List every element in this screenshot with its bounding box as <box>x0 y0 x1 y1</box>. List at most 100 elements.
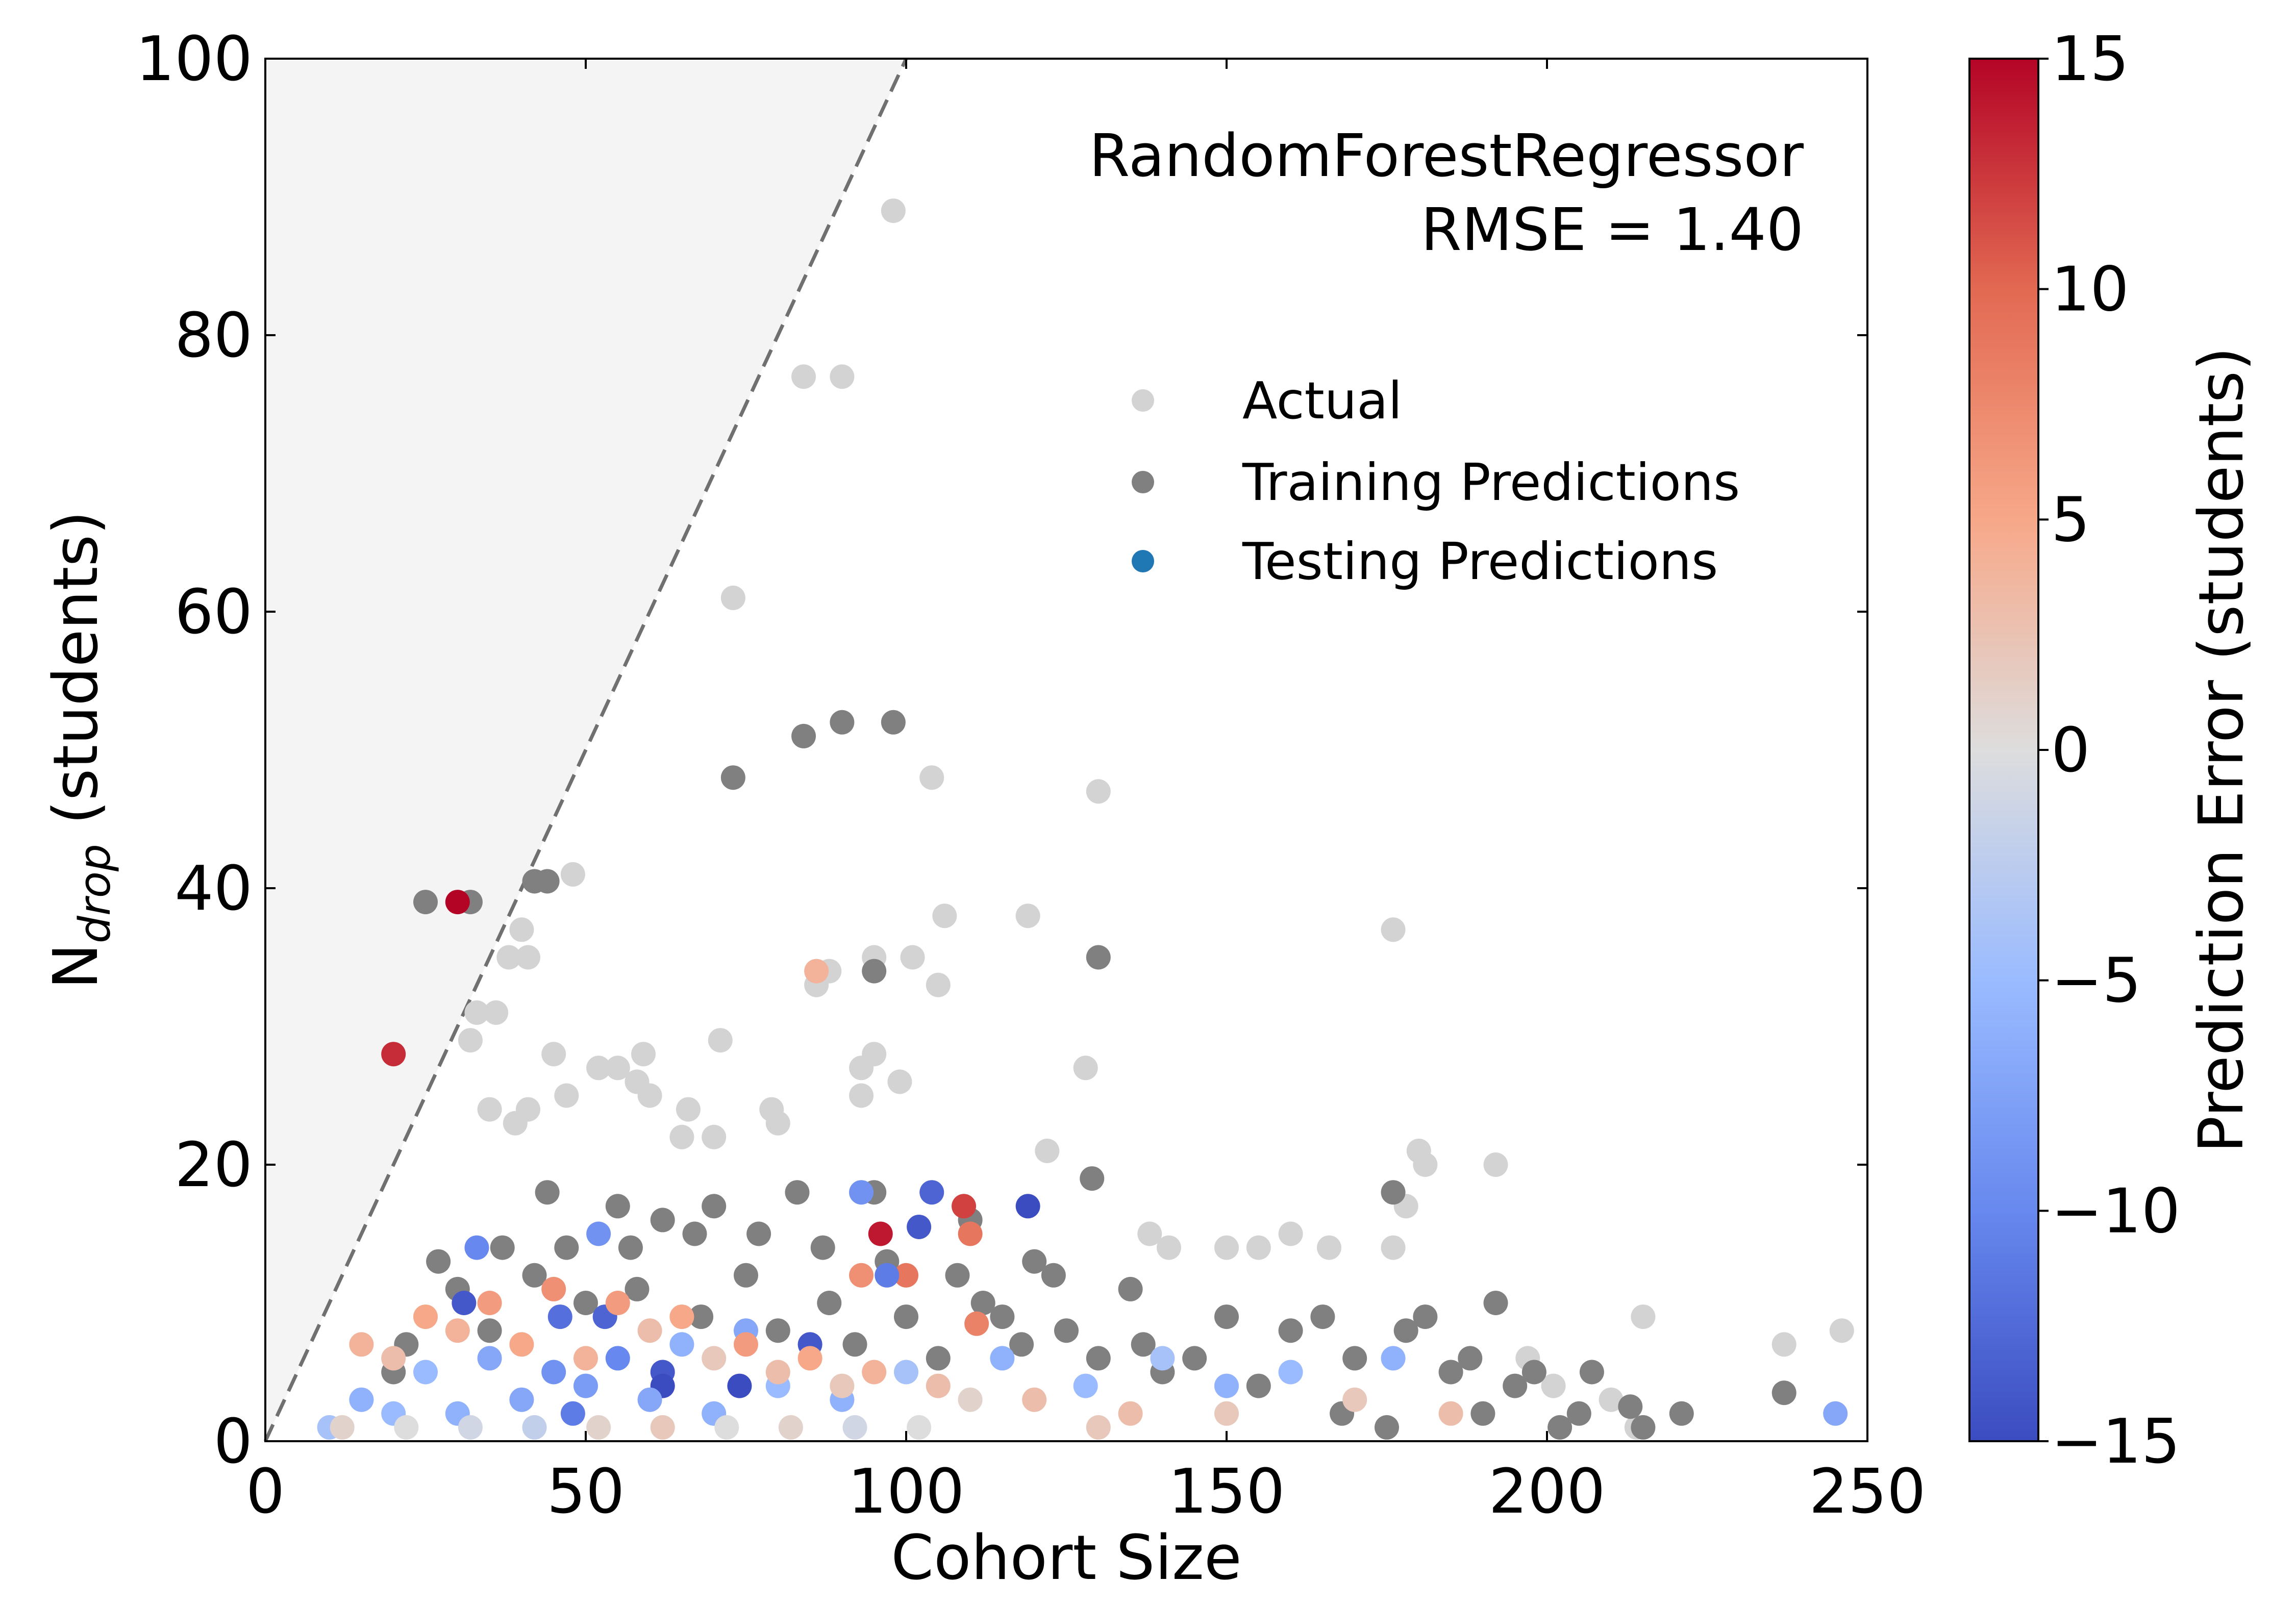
point-training <box>1375 1415 1399 1440</box>
legend-marker-training <box>1132 471 1154 493</box>
y-axis-title-subscript: drop <box>70 844 120 943</box>
legend-marker-actual <box>1132 389 1154 412</box>
point-training <box>1086 945 1111 970</box>
legend-label-actual: Actual <box>1242 371 1402 431</box>
point-testing <box>765 1360 790 1385</box>
point-actual <box>849 1056 874 1081</box>
point-training <box>990 1304 1015 1329</box>
legend-label-training: Training Predictions <box>1242 453 1740 512</box>
point-training <box>720 765 745 790</box>
x-axis-ticks: 0 50 100 150 200 250 <box>246 59 1926 1527</box>
x-tick-label: 50 <box>547 1457 625 1527</box>
point-training <box>413 890 438 915</box>
point-training <box>734 1263 758 1288</box>
point-testing <box>573 1346 598 1371</box>
point-testing <box>1381 1346 1406 1371</box>
legend-label-testing: Testing Predictions <box>1242 532 1718 591</box>
y-tick-label: 40 <box>174 853 253 924</box>
point-training <box>765 1318 790 1343</box>
point-actual <box>586 1056 611 1081</box>
legend: Actual Training Predictions Testing Pred… <box>1132 371 1740 591</box>
point-testing <box>381 1346 406 1371</box>
point-training <box>1618 1394 1643 1419</box>
point-testing <box>797 1346 822 1371</box>
y-tick-label: 20 <box>174 1130 253 1201</box>
point-testing <box>522 1415 547 1440</box>
point-actual <box>605 1056 630 1081</box>
point-actual <box>881 198 906 223</box>
point-actual <box>637 1083 662 1108</box>
point-testing <box>842 1415 867 1440</box>
point-actual <box>509 917 534 942</box>
point-actual <box>1483 1152 1508 1177</box>
point-training <box>650 1208 675 1233</box>
point-testing <box>964 1311 989 1336</box>
point-testing <box>669 1304 694 1329</box>
point-testing <box>413 1360 438 1385</box>
point-testing <box>349 1387 374 1412</box>
point-testing <box>452 1291 477 1315</box>
x-tick-label: 100 <box>847 1457 964 1527</box>
point-training <box>1503 1373 1528 1398</box>
point-training <box>785 1180 810 1205</box>
point-actual <box>477 1097 502 1122</box>
point-testing <box>778 1415 803 1440</box>
rmse-value: RMSE = 1.40 <box>1421 196 1804 264</box>
point-actual <box>1381 1235 1406 1260</box>
point-training <box>894 1304 918 1329</box>
colorbar <box>1968 58 2039 1442</box>
point-testing <box>464 1235 489 1260</box>
point-actual <box>496 945 521 970</box>
point-testing <box>445 890 470 915</box>
point-actual <box>791 364 816 389</box>
point-actual <box>669 1124 694 1149</box>
point-training <box>605 1194 630 1219</box>
point-testing <box>926 1373 951 1398</box>
point-training <box>689 1304 714 1329</box>
point-actual <box>900 945 925 970</box>
point-testing <box>541 1276 566 1301</box>
point-actual <box>830 364 855 389</box>
point-testing <box>509 1332 534 1357</box>
point-actual <box>708 1028 733 1053</box>
point-training <box>1579 1360 1604 1385</box>
point-testing <box>1214 1401 1239 1426</box>
point-actual <box>676 1097 701 1122</box>
colorbar-ticks: −15 −10 −5 0 5 10 15 <box>2038 24 2180 1477</box>
point-training <box>1086 1346 1111 1371</box>
point-training <box>1771 1380 1796 1405</box>
y-axis-title-main: N <box>41 943 112 989</box>
point-testing <box>586 1415 611 1440</box>
colorbar-tick-label: 0 <box>2051 715 2090 786</box>
point-testing <box>394 1415 419 1440</box>
point-actual <box>1599 1387 1624 1412</box>
point-actual <box>458 1028 483 1053</box>
point-training <box>1310 1304 1335 1329</box>
point-testing <box>714 1415 739 1440</box>
point-training <box>573 1291 598 1315</box>
point-training <box>522 1263 547 1288</box>
point-actual <box>926 972 951 997</box>
x-tick-label: 150 <box>1168 1457 1285 1527</box>
point-training <box>810 1235 835 1260</box>
point-actual <box>1278 1221 1303 1246</box>
point-actual <box>1829 1318 1854 1343</box>
point-training <box>1009 1332 1034 1357</box>
point-testing <box>849 1180 874 1205</box>
colorbar-tick-label: −15 <box>2051 1407 2180 1477</box>
point-testing <box>862 1360 887 1385</box>
point-actual <box>1413 1152 1438 1177</box>
colorbar-tick-label: 5 <box>2051 485 2090 556</box>
point-testing <box>849 1263 874 1288</box>
point-training <box>1278 1318 1303 1343</box>
point-actual <box>541 1042 566 1067</box>
point-actual <box>1035 1138 1060 1163</box>
point-training <box>830 710 855 735</box>
point-training <box>970 1291 995 1315</box>
point-testing <box>990 1346 1015 1371</box>
colorbar-tick-label: 15 <box>2051 24 2129 95</box>
point-actual <box>631 1042 656 1067</box>
model-name: RandomForestRegressor <box>1089 122 1804 190</box>
y-axis-ticks: 0 20 40 60 80 100 <box>136 24 1867 1477</box>
point-testing <box>868 1221 893 1246</box>
